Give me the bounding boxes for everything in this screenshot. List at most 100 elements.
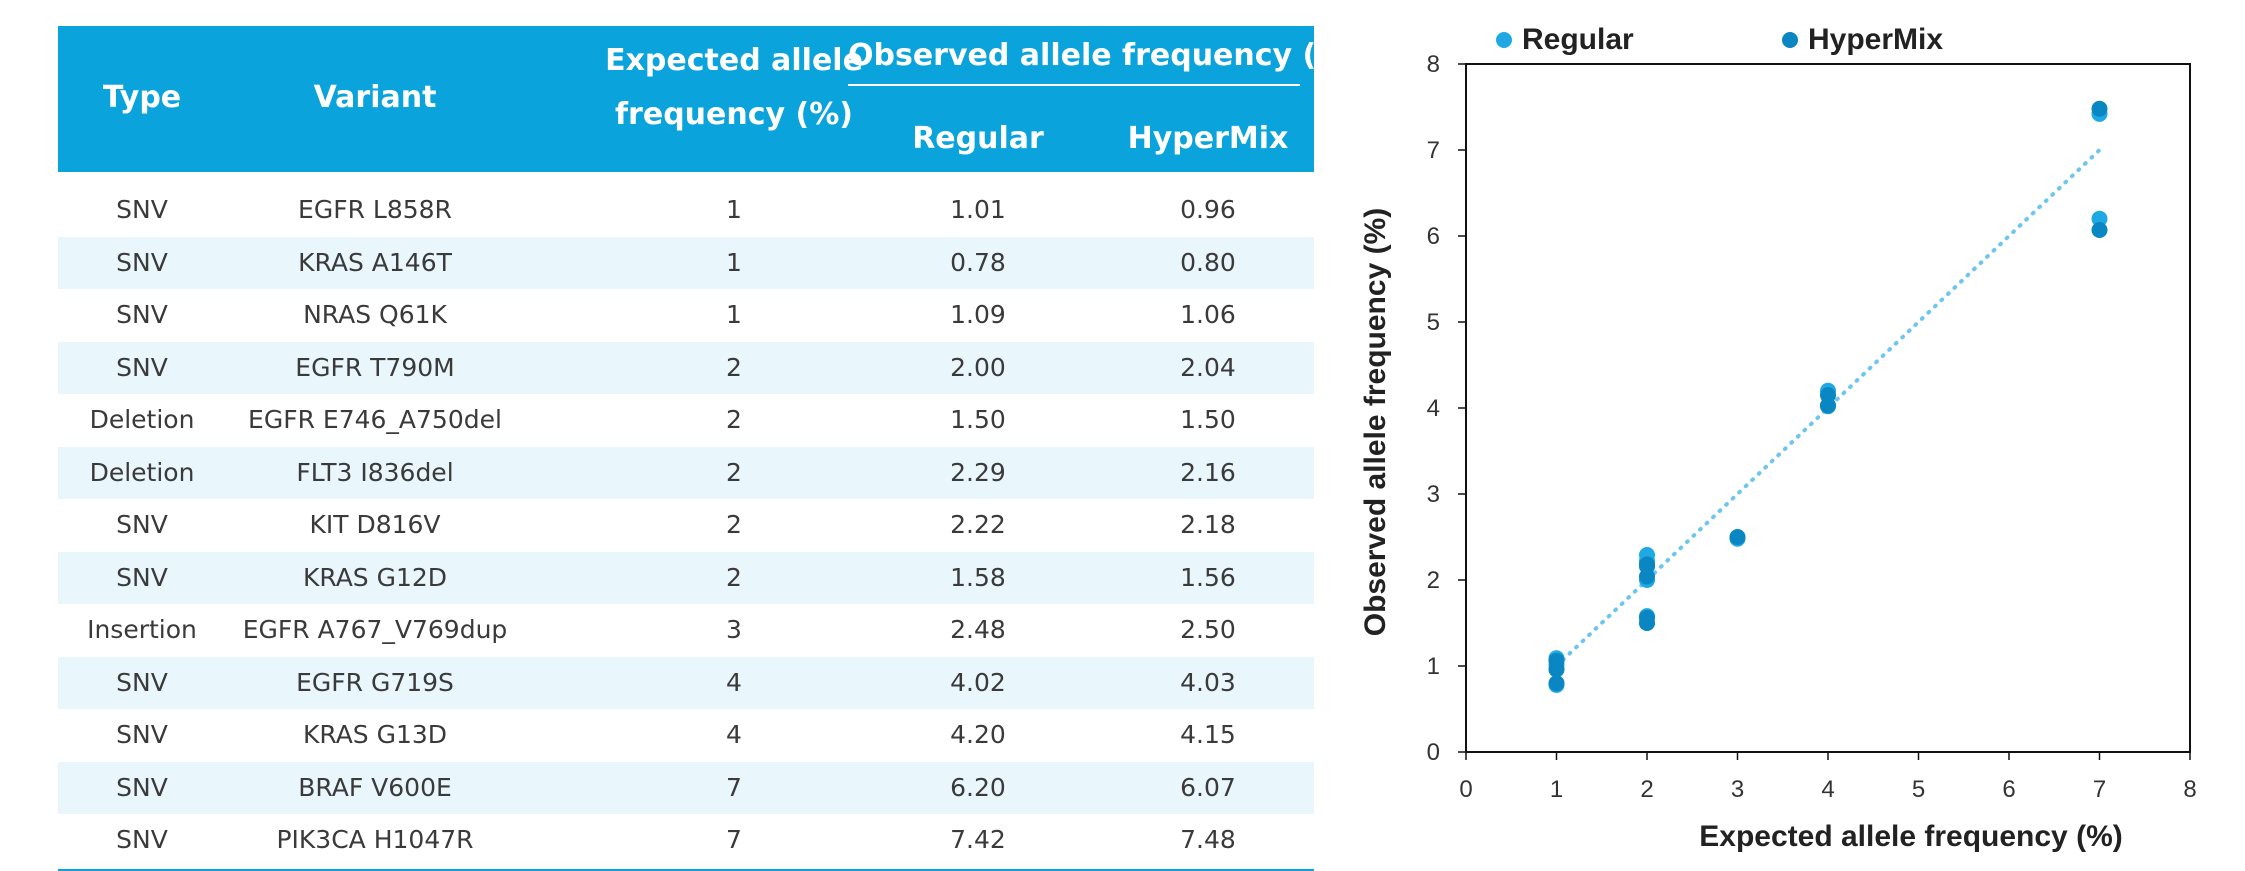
point-hypermix	[1639, 556, 1655, 573]
header-expected: Expected allele frequency (%)	[524, 34, 944, 142]
cell-variant: NRAS Q61K	[303, 300, 447, 329]
y-tick-label: 4	[1427, 395, 1440, 422]
cell-hypermix: 2.50	[1180, 615, 1236, 644]
cell-type: SNV	[116, 720, 168, 749]
cell-regular: 1.09	[950, 300, 1006, 329]
cell-hypermix: 0.80	[1180, 247, 1236, 277]
x-tick-label: 1	[1550, 776, 1563, 803]
cell-type: Insertion	[87, 615, 197, 644]
cell-variant: KRAS G12D	[302, 562, 448, 592]
cell-type: SNV	[116, 667, 168, 697]
cell-variant: KRAS A146T	[298, 247, 452, 277]
table-header: Type Variant Expected allele frequency (…	[58, 26, 1360, 172]
cell-type: SNV	[116, 300, 168, 329]
x-axis-label: Expected allele frequency (%)	[1699, 820, 2123, 853]
cell-hypermix: 2.16	[1180, 457, 1236, 487]
cell-expected: 2	[726, 510, 742, 539]
y-tick-label: 2	[1427, 567, 1440, 594]
cell-expected: 4	[726, 720, 742, 749]
cell-expected: 2	[726, 405, 742, 434]
point-hypermix	[1639, 609, 1655, 626]
cell-type: SNV	[116, 562, 168, 592]
table-row: Insertion EGFR A767_V769dup 3 2.48 2.50	[58, 604, 1314, 657]
cell-variant: KIT D816V	[309, 510, 441, 539]
table-row: Deletion EGFR E746_A750del 2 1.50 1.50	[58, 394, 1314, 447]
table-row: SNV PIK3CA H1047R 7 7.42 7.48	[58, 814, 1314, 867]
x-tick-label: 7	[2093, 776, 2106, 803]
header-observed-divider	[848, 84, 1300, 86]
point-hypermix	[2091, 100, 2108, 117]
legend-marker-hypermix	[1782, 32, 1798, 48]
table-row: SNV EGFR T790M 2 2.00 2.04	[58, 341, 1314, 394]
cell-expected: 2	[726, 352, 742, 382]
cell-hypermix: 2.18	[1180, 510, 1236, 539]
point-hypermix	[1548, 652, 1565, 669]
cell-regular: 1.50	[950, 405, 1006, 434]
x-tick-label: 0	[1459, 776, 1472, 803]
chart-points	[1548, 100, 2108, 693]
cell-type: Deletion	[89, 405, 195, 434]
cell-regular: 2.48	[950, 615, 1006, 644]
cell-variant: KRAS G13D	[302, 720, 448, 749]
cell-expected: 2	[726, 457, 742, 487]
cell-expected: 7	[726, 772, 742, 802]
cell-regular: 1.58	[950, 562, 1006, 592]
cell-hypermix: 4.15	[1180, 720, 1236, 749]
x-tick-label: 8	[2183, 776, 2196, 803]
table-row: SNV EGFR G719S 4 4.02 4.03	[58, 656, 1314, 709]
x-tick-label: 2	[1640, 776, 1653, 803]
cell-regular: 2.00	[950, 352, 1006, 382]
cell-variant: EGFR T790M	[295, 352, 455, 382]
y-tick-label: 7	[1427, 137, 1440, 164]
cell-expected: 1	[726, 300, 742, 329]
point-regular	[2091, 210, 2108, 227]
cell-expected: 1	[726, 247, 742, 277]
table-row: SNV KRAS G12D 2 1.58 1.56	[58, 551, 1314, 604]
x-tick-label: 4	[1821, 776, 1834, 803]
y-tick-label: 3	[1427, 481, 1440, 508]
header-type: Type	[102, 80, 182, 115]
legend-marker-regular	[1496, 32, 1512, 48]
cell-hypermix: 0.96	[1180, 195, 1236, 224]
cell-variant: EGFR E746_A750del	[248, 405, 502, 434]
legend-label-hypermix: HyperMix	[1808, 23, 1943, 56]
cell-type: SNV	[116, 247, 168, 277]
cell-variant: BRAF V600E	[298, 772, 452, 802]
table-row: SNV NRAS Q61K 1 1.09 1.06	[58, 289, 1314, 342]
cell-expected: 2	[726, 562, 742, 592]
x-tick-label: 3	[1731, 776, 1744, 803]
point-hypermix	[2091, 221, 2108, 238]
y-tick-label: 8	[1427, 51, 1440, 78]
y-tick-label: 6	[1427, 223, 1440, 250]
table-row: SNV KRAS A146T 1 0.78 0.80	[58, 236, 1314, 289]
cell-hypermix: 6.07	[1180, 772, 1236, 802]
cell-variant: PIK3CA H1047R	[276, 825, 474, 854]
table-row: SNV KRAS G13D 4 4.20 4.15	[58, 709, 1314, 762]
cell-hypermix: 4.03	[1180, 667, 1236, 697]
cell-hypermix: 1.06	[1180, 300, 1236, 329]
table-row: Deletion FLT3 I836del 2 2.29 2.16	[58, 446, 1314, 499]
cell-type: SNV	[116, 510, 168, 539]
cell-variant: FLT3 I836del	[296, 457, 454, 487]
y-tick-label: 0	[1427, 739, 1440, 766]
cell-type: Deletion	[89, 457, 195, 487]
x-tick-label: 6	[2002, 776, 2015, 803]
table-body: SNV EGFR L858R 1 1.01 0.96 SNV KRAS A146T 1 0.78…	[58, 184, 1314, 867]
chart-legend: Regular HyperMix	[1496, 23, 1943, 56]
scatter-chart: Regular HyperMix 0 1 2 3 4 5 6 7 8 0 1 2 3 4 5 6 7 8 Expec…	[1359, 23, 2197, 853]
y-axis-label: Observed allele frequency (%)	[1359, 208, 1392, 637]
cell-variant: EGFR G719S	[296, 667, 454, 697]
chart-axes: 0 1 2 3 4 5 6 7 8 0 1 2 3 4 5 6 7 8	[1427, 51, 2197, 803]
table-row: SNV KIT D816V 2 2.22 2.18	[58, 499, 1314, 552]
cell-hypermix: 2.04	[1180, 352, 1236, 382]
y-tick-label: 1	[1427, 653, 1440, 680]
cell-regular: 2.22	[950, 510, 1006, 539]
cell-hypermix: 1.56	[1180, 562, 1236, 592]
x-tick-label: 5	[1912, 776, 1925, 803]
table-row: SNV BRAF V600E 7 6.20 6.07	[58, 761, 1314, 814]
header-expected-line2: frequency (%)	[615, 97, 853, 132]
variant-table: Type Variant Expected allele frequency (…	[58, 0, 1360, 871]
cell-type: SNV	[116, 352, 168, 382]
cell-type: SNV	[116, 195, 168, 224]
cell-variant: EGFR A767_V769dup	[242, 615, 508, 644]
